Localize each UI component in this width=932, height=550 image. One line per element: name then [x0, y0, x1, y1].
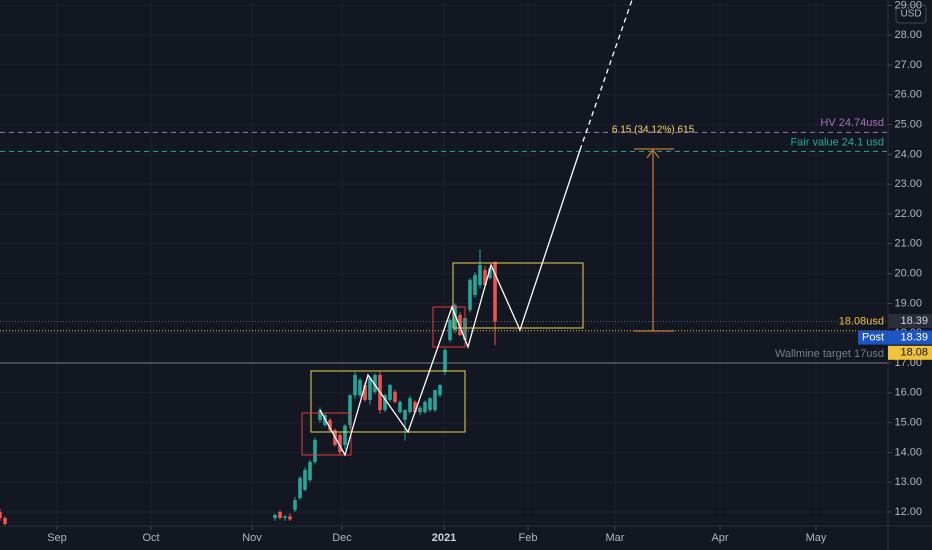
- level-label: Wallmine target 17usd: [775, 348, 884, 360]
- candle-body: [468, 280, 472, 310]
- candle-body: [383, 395, 387, 411]
- candle-body: [328, 419, 332, 431]
- y-tick-label: 21.00: [894, 238, 922, 250]
- candle-body: [448, 320, 452, 341]
- post-badge: [858, 330, 932, 345]
- candle-body: [273, 514, 277, 518]
- x-tick-label: Mar: [606, 532, 625, 544]
- candle-body: [358, 379, 362, 396]
- grid: [0, 0, 888, 526]
- candle-body: [483, 270, 487, 286]
- candle-body: [0, 511, 2, 518]
- currency-label: USD: [900, 9, 921, 20]
- y-tick-label: 26.00: [894, 89, 922, 101]
- drawings: [301, 0, 674, 457]
- candle-body: [288, 516, 292, 520]
- yellow-box: [452, 262, 584, 329]
- level-label: HV 24.74usd: [820, 117, 884, 129]
- measure-label: 6.15 (34.12%) 615: [612, 125, 695, 136]
- candle-body: [308, 461, 312, 481]
- candle-body: [313, 439, 317, 462]
- y-tick-label: 12.00: [894, 506, 922, 518]
- candle-body: [278, 511, 282, 518]
- currency-badge[interactable]: [895, 4, 927, 24]
- candle-body: [3, 517, 7, 524]
- candle-body: [398, 402, 402, 413]
- y-tick-label: 25.00: [894, 118, 922, 130]
- y-tick-label: 28.00: [894, 29, 922, 41]
- candle-body: [493, 261, 497, 322]
- y-tick-label: 13.00: [894, 476, 922, 488]
- candle-body: [303, 469, 307, 490]
- x-tick-label: Oct: [142, 532, 159, 544]
- x-tick-label: Sep: [47, 532, 67, 544]
- candle-body: [438, 385, 442, 396]
- x-tick-label: 2021: [432, 532, 456, 544]
- candle-body: [338, 435, 342, 453]
- candle-body: [423, 402, 427, 413]
- candle-body: [413, 402, 417, 413]
- zigzag-projection: [319, 149, 581, 457]
- measure-arrow: [646, 149, 660, 159]
- candle-body: [453, 305, 457, 330]
- candle-body: [388, 385, 392, 400]
- x-tick-label: Nov: [242, 532, 262, 544]
- y-tick-label: 17.00: [894, 357, 922, 369]
- level-label: Fair value 24.1 usd: [790, 136, 884, 148]
- y-tick-label: 19.00: [894, 297, 922, 309]
- level-label: 18.08usd: [839, 316, 884, 328]
- y-tick-label: 29.00: [894, 0, 922, 11]
- x-tick-label: Feb: [519, 532, 538, 544]
- candle-body: [408, 398, 412, 413]
- post-label: Post: [862, 331, 884, 343]
- post-value: 18.39: [900, 331, 928, 343]
- candle-body: [283, 516, 287, 518]
- candle-body: [418, 407, 422, 413]
- candle-body: [368, 377, 372, 400]
- y-tick-label: 23.00: [894, 178, 922, 190]
- candle-body: [343, 425, 347, 445]
- candle-body: [393, 391, 397, 403]
- candle-body: [433, 390, 437, 411]
- y-tick-label: 24.00: [894, 148, 922, 160]
- x-tick-label: May: [806, 532, 827, 544]
- yellow-box: [310, 370, 466, 433]
- candle-body: [293, 500, 297, 510]
- target-badge: [888, 345, 932, 360]
- y-tick-label: 20.00: [894, 267, 922, 279]
- target-value: 18.08: [900, 347, 928, 359]
- candle-body: [318, 410, 322, 420]
- candle-body: [373, 374, 377, 392]
- candle-body: [403, 410, 407, 420]
- y-tick-label: 22.00: [894, 208, 922, 220]
- x-tick-label: Apr: [711, 532, 728, 544]
- candles: [0, 249, 497, 526]
- candle-body: [443, 350, 447, 372]
- candle-body: [353, 374, 357, 396]
- candle-body: [298, 478, 302, 498]
- candle-body: [348, 395, 352, 425]
- candle-body: [473, 275, 477, 296]
- y-tick-label: 16.00: [894, 387, 922, 399]
- y-tick-label: 27.00: [894, 59, 922, 71]
- candle-body: [428, 398, 432, 411]
- red-box: [432, 306, 466, 348]
- x-tick-label: Dec: [332, 532, 352, 544]
- last-price-badge: [888, 314, 932, 329]
- candle-body: [458, 315, 462, 335]
- y-tick-label: 14.00: [894, 446, 922, 458]
- candle-body: [363, 385, 367, 400]
- candle-body: [478, 264, 482, 286]
- y-tick-label: 15.00: [894, 416, 922, 428]
- last-price-value: 18.39: [900, 315, 928, 327]
- candle-body: [488, 268, 492, 279]
